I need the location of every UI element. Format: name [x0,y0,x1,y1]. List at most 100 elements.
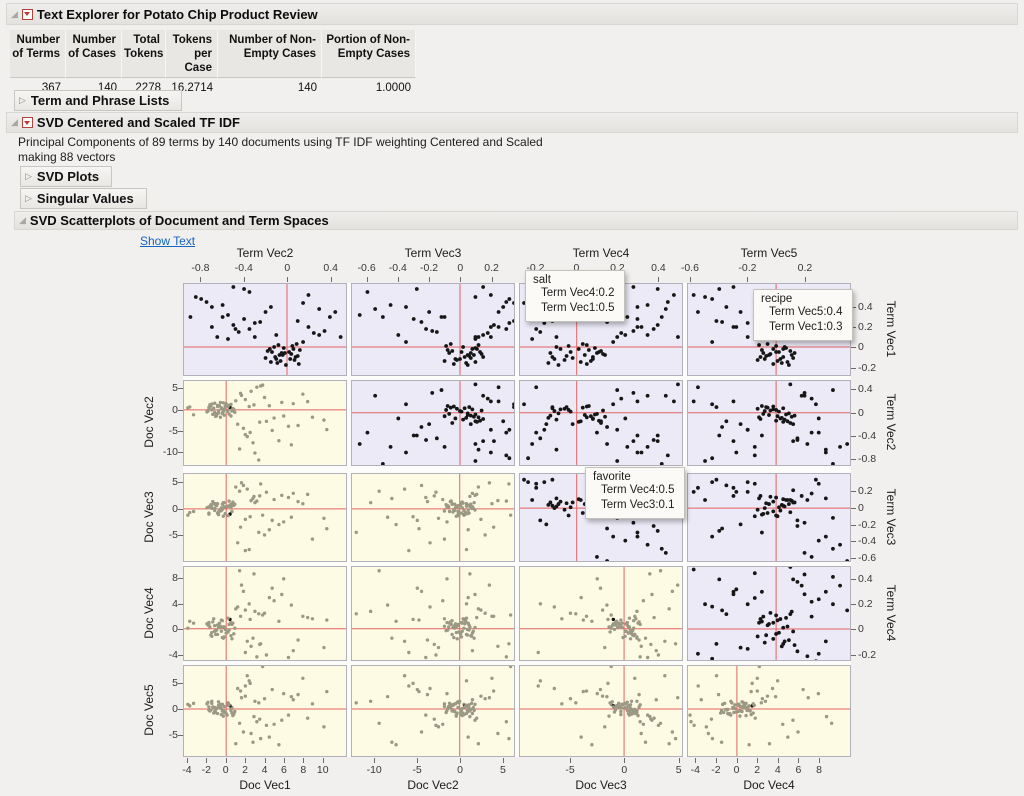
data-point[interactable] [465,363,470,367]
data-point[interactable] [221,401,226,405]
data-point[interactable] [726,707,730,712]
data-point[interactable] [289,603,294,607]
data-point[interactable] [710,534,715,539]
data-point[interactable] [611,617,616,622]
data-point[interactable] [233,410,237,414]
data-point[interactable] [703,498,707,502]
data-point[interactable] [768,408,773,413]
data-point[interactable] [238,614,243,619]
data-point[interactable] [248,515,252,519]
data-point[interactable] [507,427,512,432]
data-point[interactable] [593,412,597,417]
data-point[interactable] [552,409,557,413]
data-point[interactable] [779,502,784,507]
data-point[interactable] [247,290,252,294]
data-point[interactable] [638,720,642,724]
data-point[interactable] [473,625,477,630]
data-point[interactable] [473,335,478,339]
data-point[interactable] [631,520,636,525]
data-point[interactable] [554,447,559,452]
data-point[interactable] [791,629,796,634]
data-point[interactable] [294,342,299,346]
data-point[interactable] [224,401,228,406]
data-point[interactable] [267,347,272,351]
data-point[interactable] [447,412,452,416]
data-point[interactable] [191,413,196,417]
data-point[interactable] [373,393,378,398]
data-point[interactable] [221,409,226,414]
data-point[interactable] [483,611,487,615]
data-point[interactable] [267,528,272,532]
data-point[interactable] [390,636,394,640]
data-point[interactable] [247,327,252,331]
data-point[interactable] [385,603,390,607]
data-point[interactable] [654,648,658,653]
data-point[interactable] [799,393,804,398]
data-point[interactable] [230,711,234,715]
data-point[interactable] [786,411,791,416]
data-point[interactable] [459,708,464,712]
data-point[interactable] [816,691,821,696]
data-point[interactable] [556,502,561,506]
data-point[interactable] [257,530,261,535]
data-point[interactable] [641,599,646,603]
data-point[interactable] [554,335,559,339]
data-point[interactable] [289,694,294,699]
data-point[interactable] [465,633,470,637]
data-point[interactable] [802,391,807,395]
data-point[interactable] [436,725,441,729]
data-point[interactable] [582,353,587,357]
data-point[interactable] [635,317,640,321]
data-point[interactable] [799,583,804,588]
data-point[interactable] [714,641,719,646]
data-point[interactable] [279,351,284,355]
data-point[interactable] [476,607,481,611]
data-point[interactable] [296,499,300,504]
data-point[interactable] [710,736,715,741]
data-point[interactable] [286,495,291,500]
data-point[interactable] [829,721,834,725]
data-point[interactable] [552,686,557,691]
scatter-cell-docvec2-vs-docvec1[interactable] [183,380,347,466]
data-point[interactable] [504,720,509,724]
data-point[interactable] [717,529,722,533]
data-point[interactable] [488,427,493,432]
data-point[interactable] [608,630,612,634]
data-point[interactable] [458,357,462,361]
data-point[interactable] [522,402,526,407]
data-point[interactable] [219,629,224,633]
data-point[interactable] [419,589,424,594]
data-point[interactable] [470,648,475,653]
data-point[interactable] [483,533,487,537]
data-point[interactable] [322,418,326,422]
data-point[interactable] [584,689,589,693]
data-point[interactable] [773,694,778,699]
data-point[interactable] [603,353,607,357]
data-point[interactable] [809,430,814,435]
data-point[interactable] [419,730,424,734]
data-point[interactable] [636,713,640,718]
data-point[interactable] [442,359,447,363]
data-point[interactable] [641,722,646,726]
data-point[interactable] [717,433,722,438]
data-point[interactable] [258,320,263,324]
data-point[interactable] [656,723,661,728]
data-point[interactable] [407,684,411,688]
data-point[interactable] [786,502,791,506]
data-point[interactable] [534,327,539,331]
data-point[interactable] [209,325,214,329]
data-point[interactable] [475,419,479,424]
data-point[interactable] [262,533,267,537]
data-point[interactable] [491,689,496,693]
data-point[interactable] [454,630,459,635]
data-point[interactable] [471,414,476,419]
data-point[interactable] [706,731,711,736]
data-point[interactable] [663,639,667,643]
data-point[interactable] [676,696,680,700]
data-point[interactable] [564,501,569,506]
data-point[interactable] [247,602,251,606]
data-point[interactable] [534,485,539,490]
data-point[interactable] [496,498,500,503]
data-point[interactable] [247,679,251,683]
data-point[interactable] [635,305,640,309]
